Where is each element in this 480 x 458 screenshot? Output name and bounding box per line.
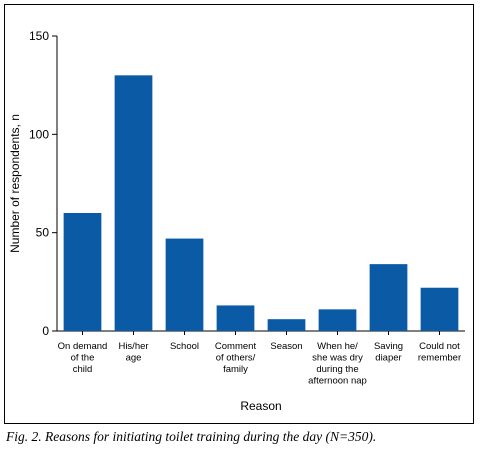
bars: [63, 75, 459, 331]
x-category-label-line: Season: [270, 341, 302, 352]
x-category-label-8: Could not remember: [418, 341, 461, 364]
y-axis-title: Number of respondents, n: [8, 114, 22, 253]
bar-3: [165, 238, 204, 331]
x-category-label-line: during the: [316, 364, 358, 375]
x-category-label-line: Could not: [419, 341, 460, 352]
x-category-label-line: His/her: [118, 341, 148, 352]
x-category-label-line: family: [223, 364, 248, 375]
x-category-label-line: When he/: [317, 341, 358, 352]
y-tick-label-100: 100: [29, 127, 49, 141]
x-category-label-2: His/her age: [118, 341, 148, 364]
bar-7: [369, 264, 408, 331]
x-category-label-line: On demand: [58, 341, 108, 352]
x-category-label-line: of others/: [216, 353, 256, 364]
x-category-label-7: Saving diaper: [374, 341, 403, 364]
y-tick-label-0: 0: [42, 324, 49, 338]
bar-4: [216, 305, 255, 331]
bar-2: [114, 75, 153, 331]
y-ticks: 0 50 100 150: [29, 29, 57, 338]
figure-caption: Fig. 2. Reasons for initiating toilet tr…: [6, 429, 377, 444]
x-axis-title: Reason: [240, 399, 281, 413]
bar-8: [420, 287, 459, 331]
x-category-label-line: she was dry: [312, 353, 363, 364]
x-category-label-5: Season: [270, 341, 302, 352]
x-category-label-line: of the: [71, 353, 95, 364]
x-category-label-line: Comment: [215, 341, 257, 352]
bar-5: [267, 319, 306, 331]
bar-chart: 0 50 100 150 On demand of the child His/her age…: [8, 29, 465, 413]
x-category-label-line: School: [170, 341, 199, 352]
x-category-labels: On demand of the child His/her age School Comm…: [58, 331, 461, 387]
x-category-label-line: diaper: [375, 353, 401, 364]
x-category-label-line: afternoon nap: [308, 376, 367, 387]
x-category-label-1: On demand of the child: [58, 341, 108, 375]
y-tick-label-150: 150: [29, 29, 49, 43]
bar-1: [63, 213, 102, 331]
x-category-label-line: child: [73, 364, 93, 375]
x-category-label-3: School: [170, 341, 199, 352]
x-category-label-6: When he/she was dry during the afternoon n…: [308, 341, 367, 387]
x-category-label-line: remember: [418, 353, 461, 364]
x-category-label-line: Saving: [374, 341, 403, 352]
y-tick-label-50: 50: [36, 226, 50, 240]
bar-6: [318, 309, 357, 331]
figure-frame: 0 50 100 150 On demand of the child His/her age…: [4, 4, 474, 424]
x-category-label-4: Comment of others/family: [215, 341, 257, 375]
x-category-label-line: age: [126, 353, 142, 364]
